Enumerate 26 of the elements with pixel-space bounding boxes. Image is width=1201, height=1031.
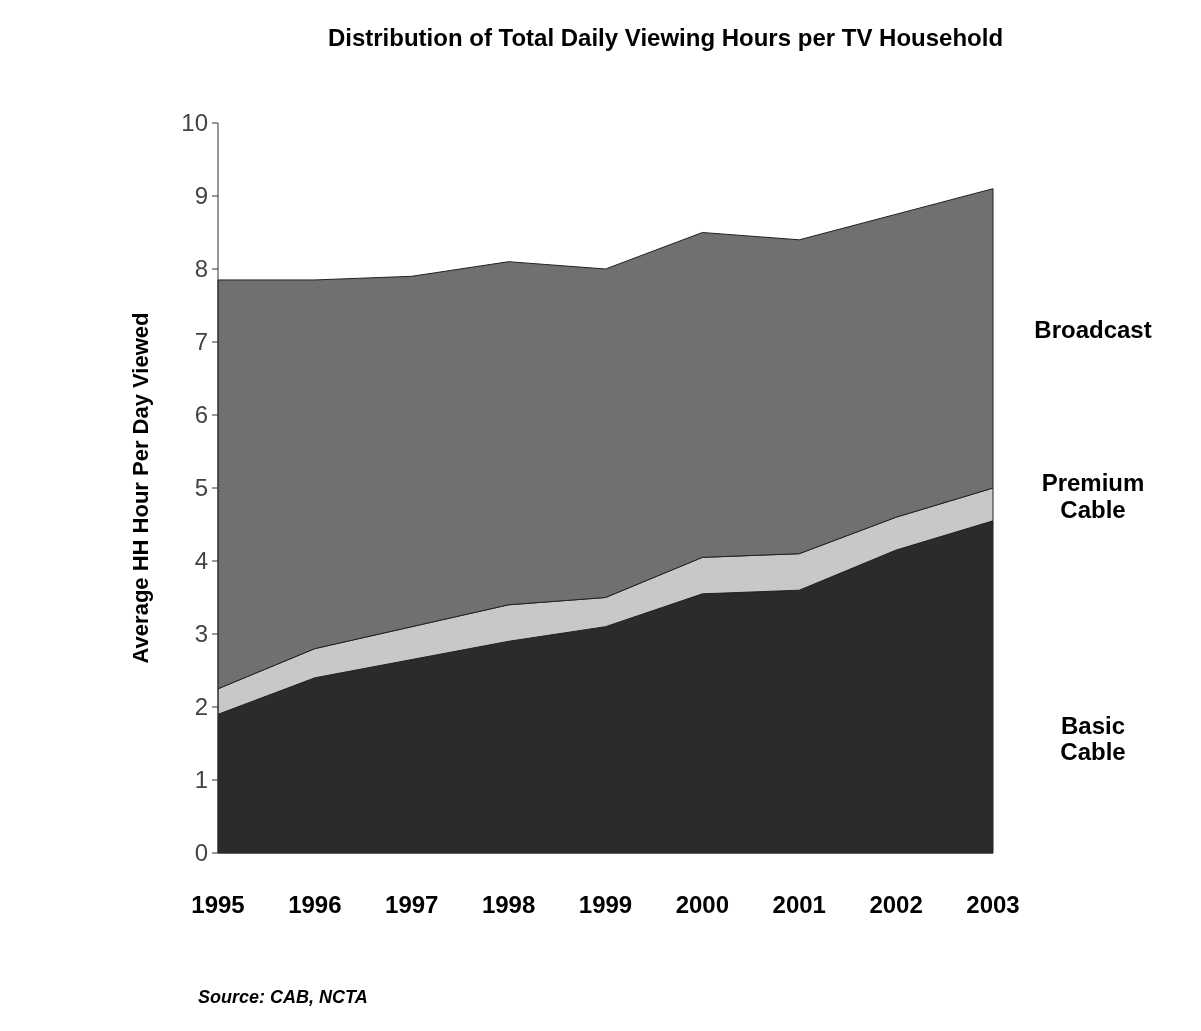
x-tick-label: 1995 bbox=[191, 891, 245, 918]
x-tick-label: 1999 bbox=[578, 891, 633, 918]
y-tick-label: 10 bbox=[181, 109, 208, 137]
x-tick-label: 1997 bbox=[385, 891, 439, 918]
x-tick-label: 1996 bbox=[288, 891, 342, 918]
chart-title: Distribution of Total Daily Viewing Hours per TV Household bbox=[327, 24, 1004, 51]
y-tick-label: 9 bbox=[194, 182, 208, 210]
y-axis-title: Average HH Hour Per Day Viewed bbox=[128, 312, 153, 664]
x-tick-label: 2003 bbox=[966, 891, 1020, 918]
x-tick-label: 2001 bbox=[772, 891, 826, 918]
y-tick-label: 6 bbox=[194, 401, 208, 429]
y-tick-label: 1 bbox=[194, 766, 208, 794]
y-tick-label: 8 bbox=[194, 255, 208, 283]
y-tick-label: 2 bbox=[194, 693, 208, 721]
y-tick-label: 7 bbox=[194, 328, 208, 356]
text: Premium Cable bbox=[1041, 469, 1145, 523]
source-note: Source: CAB, NCTA bbox=[198, 987, 368, 1007]
x-tick-label: 1998 bbox=[481, 891, 536, 918]
y-tick-label: 4 bbox=[194, 547, 208, 575]
text: Basic Cable bbox=[1060, 711, 1126, 766]
series-label: Broadcast bbox=[1034, 316, 1152, 344]
y-tick-label: 0 bbox=[194, 839, 208, 867]
x-tick-label: 2002 bbox=[869, 891, 923, 918]
x-tick-label: 2000 bbox=[675, 891, 730, 918]
y-tick-label: 5 bbox=[194, 474, 208, 502]
y-tick-label: 3 bbox=[194, 620, 208, 648]
